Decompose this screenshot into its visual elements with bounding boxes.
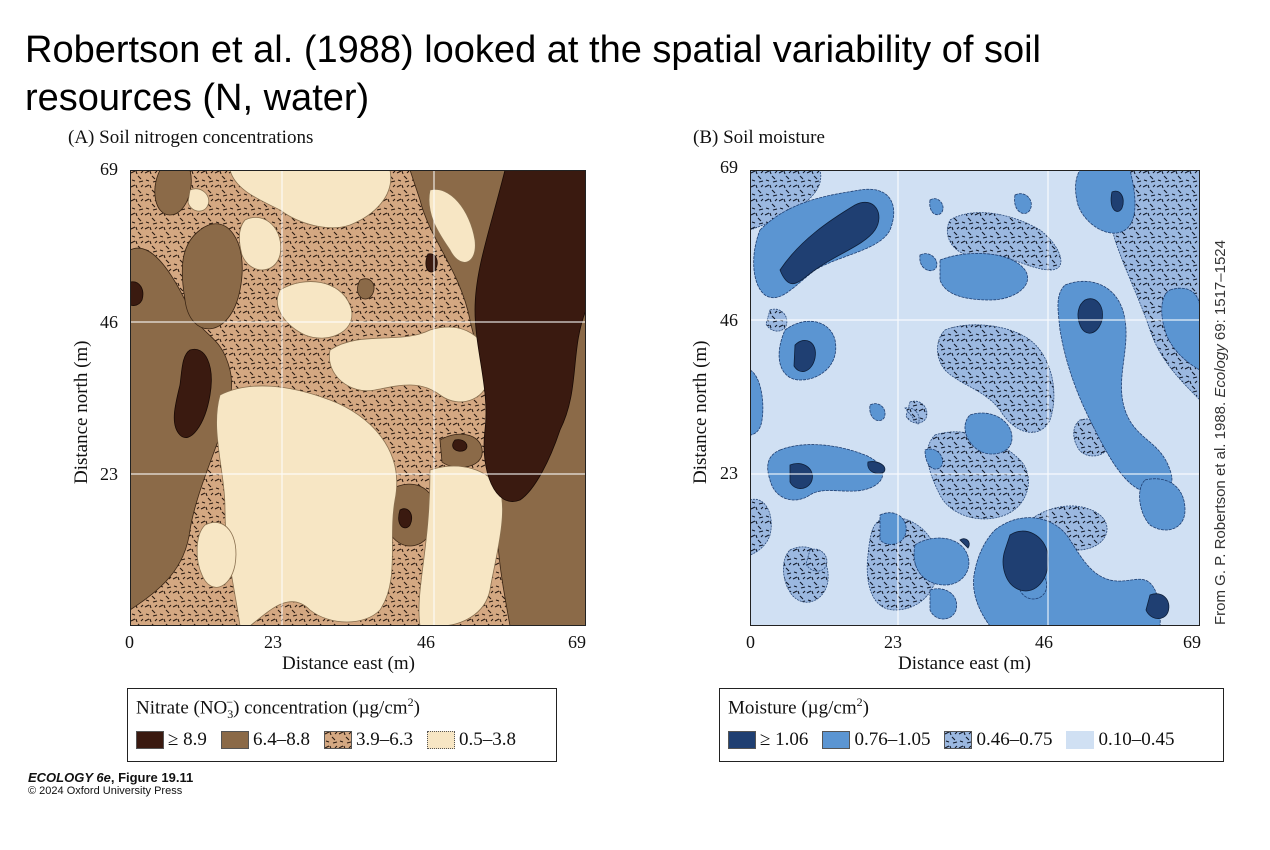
moisture-swatch-class-3 [822,731,851,749]
moisture-class-4-regions [779,190,1170,619]
moisture-swatch-class-4 [728,731,756,749]
nitrate-class-4-regions [130,170,586,529]
moisture-legend: Moisture (µg/cm2) ≥ 1.06 0.76–1.05 0.46–… [719,688,1224,762]
panel-b-y-tick-23: 23 [720,463,738,483]
moisture-legend-item: 0.10–0.45 [1066,729,1174,751]
panel-a-x-tick-23: 23 [264,632,282,652]
panel-b-x-tick-69: 69 [1183,632,1201,652]
nitrogen-map-grid [130,170,586,626]
panel-a-y-axis-title: Distance north (m) [71,340,92,484]
nitrate-legend-item: 6.4–8.8 [220,729,310,751]
moisture-map-grid [750,170,1200,626]
panel-a-x-tick-69: 69 [568,632,586,652]
moisture-map-frame [750,170,1200,626]
nitrate-legend-item: 3.9–6.3 [323,729,413,751]
nitrate-class-1-regions [187,170,503,626]
moisture-legend-item: 0.46–0.75 [944,729,1052,751]
nitrate-legend-title: Nitrate (NO3−) concentration (µg/cm2) [136,695,420,722]
source-citation: From G. P. Robertson et al. 1988. Ecolog… [1212,240,1229,625]
moisture-legend-item: 0.76–1.05 [822,729,930,751]
panel-b-y-tick-46: 46 [720,310,738,330]
panel-a-label: (A) Soil nitrogen concentrations [68,127,314,148]
moisture-legend-title: Moisture (µg/cm2) [728,695,869,719]
nitrate-legend-item: ≥ 8.9 [136,729,207,751]
panel-a-y-tick-46: 46 [100,312,118,332]
moisture-legend-item: ≥ 1.06 [728,729,808,751]
moisture-swatch-class-2 [944,731,973,749]
panel-b-y-tick-69: 69 [720,157,738,177]
panel-b-label: (B) Soil moisture [693,127,825,148]
panel-a-x-axis-title: Distance east (m) [282,653,415,674]
moisture-map [750,170,1200,626]
panel-b-x-axis-title: Distance east (m) [898,653,1031,674]
panel-a-x-tick-46: 46 [417,632,435,652]
nitrate-swatch-class-2 [220,731,249,749]
panel-b-y-axis-title: Distance north (m) [690,340,711,484]
panel-b-x-tick-23: 23 [884,632,902,652]
panel-a-y-tick-23: 23 [100,464,118,484]
nitrate-swatch-class-4 [136,731,164,749]
nitrogen-map [130,170,586,626]
slide-title: Robertson et al. (1988) looked at the sp… [25,29,1041,119]
panel-a-y-tick-69: 69 [100,159,118,179]
nitrate-swatch-class-1 [426,731,455,749]
book-credit: ECOLOGY 6e, Figure 19.11 © 2024 Oxford U… [28,770,194,797]
nitrate-legend-item: 0.5–3.8 [426,729,516,751]
nitrate-swatch-class-3 [323,731,352,749]
panel-a-x-tick-0: 0 [125,632,134,652]
moisture-swatch-class-1 [1066,731,1095,749]
nitrogen-map-frame [130,170,586,626]
panel-b-x-tick-46: 46 [1035,632,1053,652]
nitrate-legend: Nitrate (NO3−) concentration (µg/cm2) ≥ … [127,688,557,762]
panel-b-x-tick-0: 0 [746,632,755,652]
